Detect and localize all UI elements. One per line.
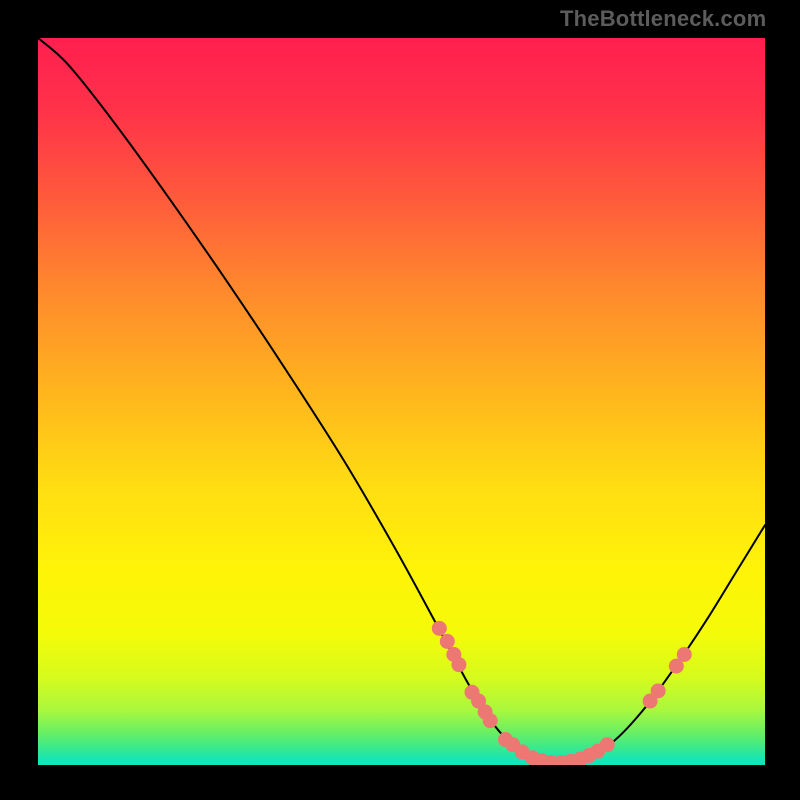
data-marker bbox=[600, 737, 615, 752]
gradient-background bbox=[38, 38, 765, 765]
watermark-text: TheBottleneck.com bbox=[560, 6, 766, 32]
data-marker bbox=[440, 634, 455, 649]
data-marker bbox=[651, 683, 666, 698]
data-marker bbox=[483, 713, 498, 728]
data-marker bbox=[451, 657, 466, 672]
plot-area bbox=[38, 38, 765, 765]
data-marker bbox=[432, 621, 447, 636]
data-marker bbox=[677, 647, 692, 662]
plot-svg bbox=[38, 38, 765, 765]
